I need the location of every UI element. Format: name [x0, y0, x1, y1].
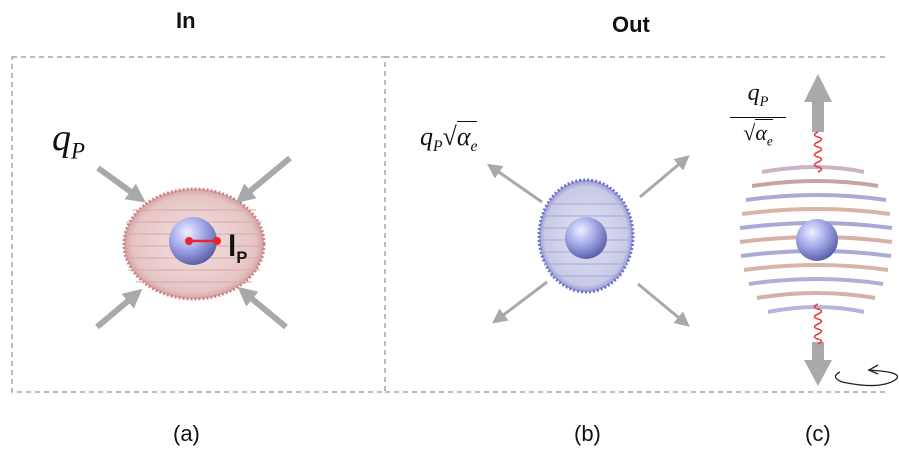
spring-top	[813, 131, 823, 173]
core-sphere	[565, 217, 607, 259]
header-in: In	[176, 8, 196, 33]
inward-arrows	[95, 155, 292, 330]
panel-c	[739, 74, 899, 387]
dot-right	[213, 237, 221, 245]
panel-borders	[11, 56, 885, 393]
caption-b: (b)	[574, 421, 601, 446]
label-qp-sqrt-alpha-b: qP√αe	[420, 121, 478, 156]
label-lp: lP	[228, 230, 248, 267]
outward-arrows	[486, 155, 690, 327]
vertical-arrows	[804, 74, 832, 386]
dot-left	[185, 237, 193, 245]
panel-b	[486, 155, 690, 327]
caption-a: (a)	[173, 421, 200, 446]
spring-bottom	[813, 303, 823, 345]
panel-a	[95, 155, 292, 330]
header-out: Out	[612, 12, 650, 37]
core-sphere	[796, 219, 838, 261]
caption-c: (c)	[805, 421, 831, 446]
label-qp-over-sqrt-alpha-c: qP √αe	[730, 80, 786, 154]
label-qp-a: qP	[52, 117, 85, 164]
rotation-arrow-icon	[834, 364, 899, 387]
